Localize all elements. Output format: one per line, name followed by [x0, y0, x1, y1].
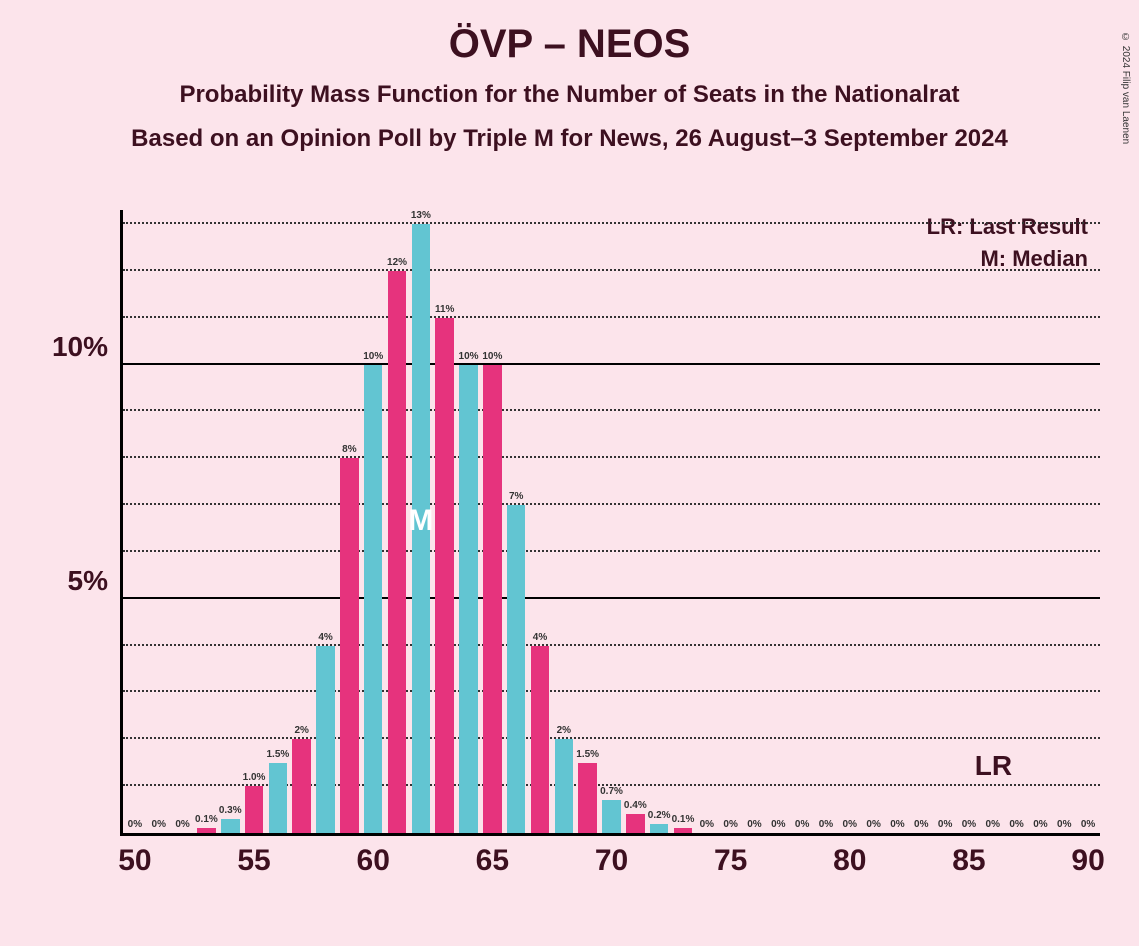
bar-value-label: 1.5% [266, 749, 289, 760]
y-axis-label: 5% [68, 565, 108, 597]
bar [245, 786, 264, 833]
bar [555, 739, 574, 833]
gridline-solid [123, 363, 1100, 365]
gridline-dotted [123, 550, 1100, 552]
x-axis-label: 85 [952, 844, 985, 878]
bar-value-label: 0% [962, 819, 976, 830]
bar-value-label: 10% [459, 351, 479, 362]
gridline-dotted [123, 222, 1100, 224]
y-axis [120, 210, 123, 836]
x-axis-label: 60 [357, 844, 390, 878]
bar [269, 763, 288, 833]
x-axis-label: 50 [118, 844, 151, 878]
x-axis-label: 75 [714, 844, 747, 878]
gridline-dotted [123, 690, 1100, 692]
bar-value-label: 0% [175, 819, 189, 830]
lr-marker: LR [975, 750, 1012, 782]
chart-title: ÖVP – NEOS [0, 22, 1139, 67]
bar [388, 271, 407, 833]
x-axis-label: 55 [237, 844, 270, 878]
bar [459, 365, 478, 833]
bar [531, 646, 550, 833]
bar-value-label: 0% [700, 819, 714, 830]
bar-value-label: 0% [890, 819, 904, 830]
bar-value-label: 0% [152, 819, 166, 830]
bar-value-label: 0% [1057, 819, 1071, 830]
bar-value-label: 0% [866, 819, 880, 830]
bar-value-label: 0% [1033, 819, 1047, 830]
bar-value-label: 0% [1081, 819, 1095, 830]
gridline-dotted [123, 503, 1100, 505]
x-axis-label: 65 [476, 844, 509, 878]
bar [292, 739, 311, 833]
gridline-dotted [123, 456, 1100, 458]
bar-value-label: 2% [557, 725, 571, 736]
bar-value-label: 0% [819, 819, 833, 830]
bar [626, 814, 645, 833]
x-axis-label: 90 [1071, 844, 1104, 878]
bar [650, 824, 669, 833]
bar-value-label: 0% [747, 819, 761, 830]
bar-value-label: 0% [723, 819, 737, 830]
bar [674, 828, 693, 833]
copyright-text: © 2024 Filip van Laenen [1120, 32, 1131, 144]
chart-subtitle-2: Based on an Opinion Poll by Triple M for… [0, 125, 1139, 153]
gridline-dotted [123, 644, 1100, 646]
bar-value-label: 1.5% [576, 749, 599, 760]
bar-value-label: 1.0% [243, 772, 266, 783]
x-axis-label: 70 [595, 844, 628, 878]
bar [507, 505, 526, 833]
bar-value-label: 0% [771, 819, 785, 830]
bar-value-label: 0% [1009, 819, 1023, 830]
bar [602, 800, 621, 833]
gridline-dotted [123, 737, 1100, 739]
bar [435, 318, 454, 833]
bar-value-label: 7% [509, 491, 523, 502]
gridline-dotted [123, 269, 1100, 271]
bar-value-label: 4% [533, 632, 547, 643]
bar-value-label: 2% [294, 725, 308, 736]
bar-value-label: 0.1% [672, 814, 695, 825]
bar-value-label: 12% [387, 257, 407, 268]
bar-value-label: 0% [843, 819, 857, 830]
legend-lr: LR: Last Result [927, 214, 1088, 240]
bar [316, 646, 335, 833]
bar-value-label: 10% [363, 351, 383, 362]
bar [197, 828, 216, 833]
bar-value-label: 0.3% [219, 805, 242, 816]
bar-value-label: 0% [128, 819, 142, 830]
chart-subtitle-1: Probability Mass Function for the Number… [0, 81, 1139, 109]
chart-plot-area: LR: Last Result M: Median 5%10%505560657… [120, 210, 1100, 836]
bar-value-label: 0.1% [195, 814, 218, 825]
bar-value-label: 0.2% [648, 810, 671, 821]
bar [578, 763, 597, 833]
bar-value-label: 13% [411, 210, 431, 221]
bar-value-label: 0% [914, 819, 928, 830]
bar-value-label: 8% [342, 444, 356, 455]
bar-value-label: 4% [318, 632, 332, 643]
gridline-dotted [123, 316, 1100, 318]
gridline-solid [123, 597, 1100, 599]
bar-value-label: 11% [435, 304, 454, 315]
gridline-dotted [123, 409, 1100, 411]
bar-value-label: 0.4% [624, 800, 647, 811]
x-axis-label: 80 [833, 844, 866, 878]
bar [340, 458, 359, 833]
bar-value-label: 0% [986, 819, 1000, 830]
median-marker: M [408, 504, 433, 538]
bar [221, 819, 240, 833]
bar [364, 365, 383, 833]
bar [483, 365, 502, 833]
bar-value-label: 0% [795, 819, 809, 830]
x-axis [120, 833, 1100, 836]
y-axis-label: 10% [52, 331, 108, 363]
bar-value-label: 10% [482, 351, 502, 362]
bar-value-label: 0.7% [600, 786, 623, 797]
bar-value-label: 0% [938, 819, 952, 830]
